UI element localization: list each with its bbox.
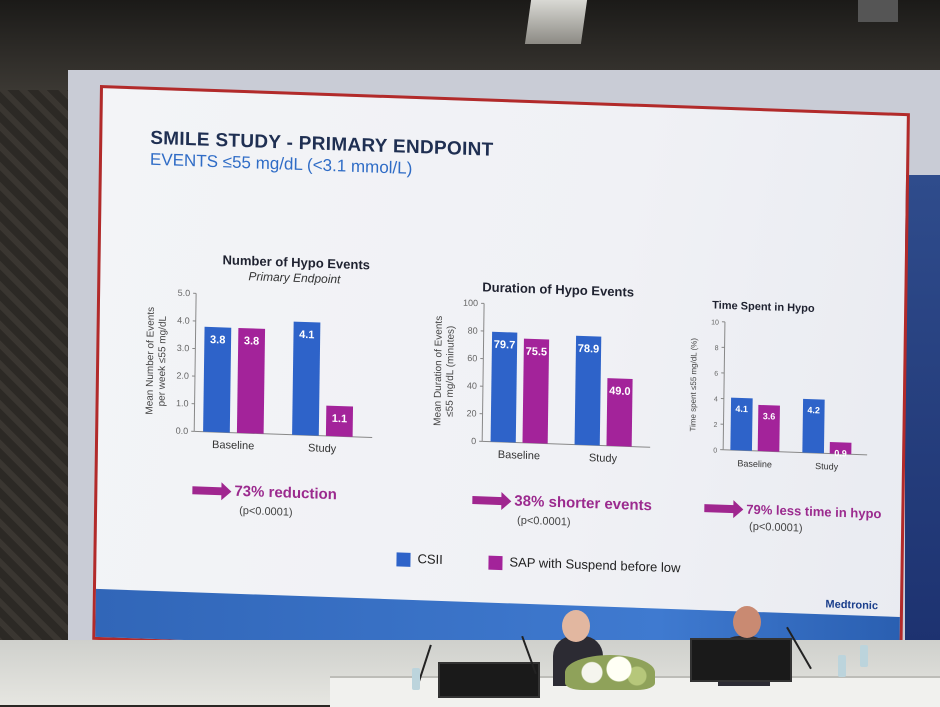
bar-value-label: 4.2 [807, 405, 820, 415]
y-tick-label: 2 [714, 422, 718, 429]
desk-monitor-right [690, 638, 792, 682]
legend-item-sap: SAP with Suspend before low [488, 554, 680, 576]
summary-2: 38% shorter events [472, 491, 652, 515]
y-tick-label: 0 [471, 436, 476, 446]
presentation-slide: SMILE STUDY - PRIMARY ENDPOINT EVENTS ≤5… [92, 85, 910, 668]
y-tick-label: 5.0 [178, 288, 191, 298]
summary-3: 79% less time in hypo [704, 499, 881, 523]
legend-swatch-csii [396, 552, 410, 566]
y-axis-label-line2: ≤55 mg/dL (minutes) [445, 325, 457, 417]
y-axis-label: Mean Number of Eventsper week ≤55 mg/dL [144, 307, 169, 416]
bar-value-label: 3.8 [210, 334, 225, 347]
y-tick-label: 10 [711, 319, 719, 326]
bar-value-label: 49.0 [609, 385, 631, 398]
y-axis-line [723, 322, 725, 450]
bar-value-label: 3.6 [763, 411, 776, 421]
speaker-right-head [733, 606, 761, 638]
y-axis-label-line1: Time spent ≤55 mg/dL (%) [688, 337, 698, 431]
x-category-label: Study [589, 452, 618, 465]
ceiling-speaker [858, 0, 898, 22]
x-category-label: Baseline [737, 458, 772, 469]
y-axis-line [482, 303, 484, 441]
bar-value-label: 79.7 [494, 339, 516, 352]
bar-value-label: 78.9 [578, 343, 600, 356]
ceiling-light [525, 0, 587, 44]
y-tick-label: 0.0 [176, 426, 189, 436]
bar-value-label: 1.1 [332, 413, 347, 426]
summary-2-text: 38% shorter events [514, 493, 652, 515]
chart1-title: Number of Hypo Events [223, 252, 371, 272]
legend-item-csii: CSII [396, 550, 443, 567]
y-tick-label: 1.0 [176, 398, 189, 408]
y-tick-label: 3.0 [177, 343, 190, 353]
desk-monitor-left [438, 662, 540, 698]
summary-3-text: 79% less time in hypo [746, 502, 881, 522]
y-tick-label: 60 [467, 353, 477, 363]
y-tick-label: 8 [715, 345, 719, 352]
legend-label-csii: CSII [417, 551, 443, 567]
y-tick-label: 40 [467, 381, 477, 391]
y-tick-label: 80 [468, 325, 478, 335]
summary-1: 73% reduction [192, 481, 337, 504]
x-category-label: Study [308, 442, 337, 455]
bar-value-label: 4.1 [299, 329, 314, 342]
bar-value-label: 4.1 [735, 404, 748, 414]
y-tick-label: 100 [463, 298, 478, 309]
y-tick-label: 0 [713, 447, 717, 454]
bar-value-label: 0.9 [834, 448, 847, 458]
chart-time-spent-in-hypo: 10 8 6 4 2 0 Time spent ≤55 mg/dL (%) 4.1 3.6 Bas… [683, 308, 875, 485]
y-axis-label-line1: Mean Number of Events [144, 307, 157, 415]
pvalue-1: (p<0.0001) [239, 505, 293, 519]
side-banner [905, 175, 940, 645]
x-category-label: Baseline [212, 439, 254, 452]
chart-legend: CSII SAP with Suspend before low [396, 550, 722, 577]
legend-swatch-sap [488, 555, 502, 569]
y-tick-label: 2.0 [176, 371, 189, 381]
y-axis-label-line1: Mean Duration of Events [432, 316, 445, 426]
x-category-label: Baseline [498, 449, 540, 462]
y-tick-label: 6 [714, 371, 718, 378]
y-tick-label: 4 [714, 396, 718, 403]
water-bottle [838, 655, 846, 677]
summary-1-text: 73% reduction [234, 483, 337, 504]
y-axis-label: Mean Duration of Events≤55 mg/dL (minute… [432, 316, 457, 427]
bar-value-label: 3.8 [244, 335, 259, 348]
y-axis-label-line2: per week ≤55 mg/dL [157, 315, 169, 406]
bar-value-label: 75.5 [526, 346, 548, 359]
x-category-label: Study [815, 461, 839, 472]
y-axis-label: Time spent ≤55 mg/dL (%) [688, 337, 698, 431]
pvalue-2: (p<0.0001) [517, 515, 571, 529]
chart-duration-of-hypo-events: 100 80 60 40 20 0 Mean Duration of Events≤55 m… [426, 289, 658, 477]
water-bottle [860, 645, 868, 667]
flower-arrangement [565, 655, 655, 690]
water-bottle [412, 668, 420, 690]
y-axis-line [194, 293, 196, 431]
pvalue-3: (p<0.0001) [749, 521, 803, 535]
stage-truss [0, 90, 70, 705]
right-arrow-icon [704, 504, 734, 513]
y-tick-label: 20 [466, 408, 476, 418]
chart-number-of-hypo-events: 5.0 4.0 3.0 2.0 1.0 0.0 Mean Number of Eventsp… [138, 279, 380, 467]
y-tick-label: 4.0 [177, 315, 190, 325]
right-arrow-icon [192, 486, 222, 495]
right-arrow-icon [472, 496, 502, 505]
medtronic-logo: Medtronic [825, 598, 878, 612]
legend-label-sap: SAP with Suspend before low [509, 554, 680, 575]
speaker-left-head [562, 610, 590, 642]
